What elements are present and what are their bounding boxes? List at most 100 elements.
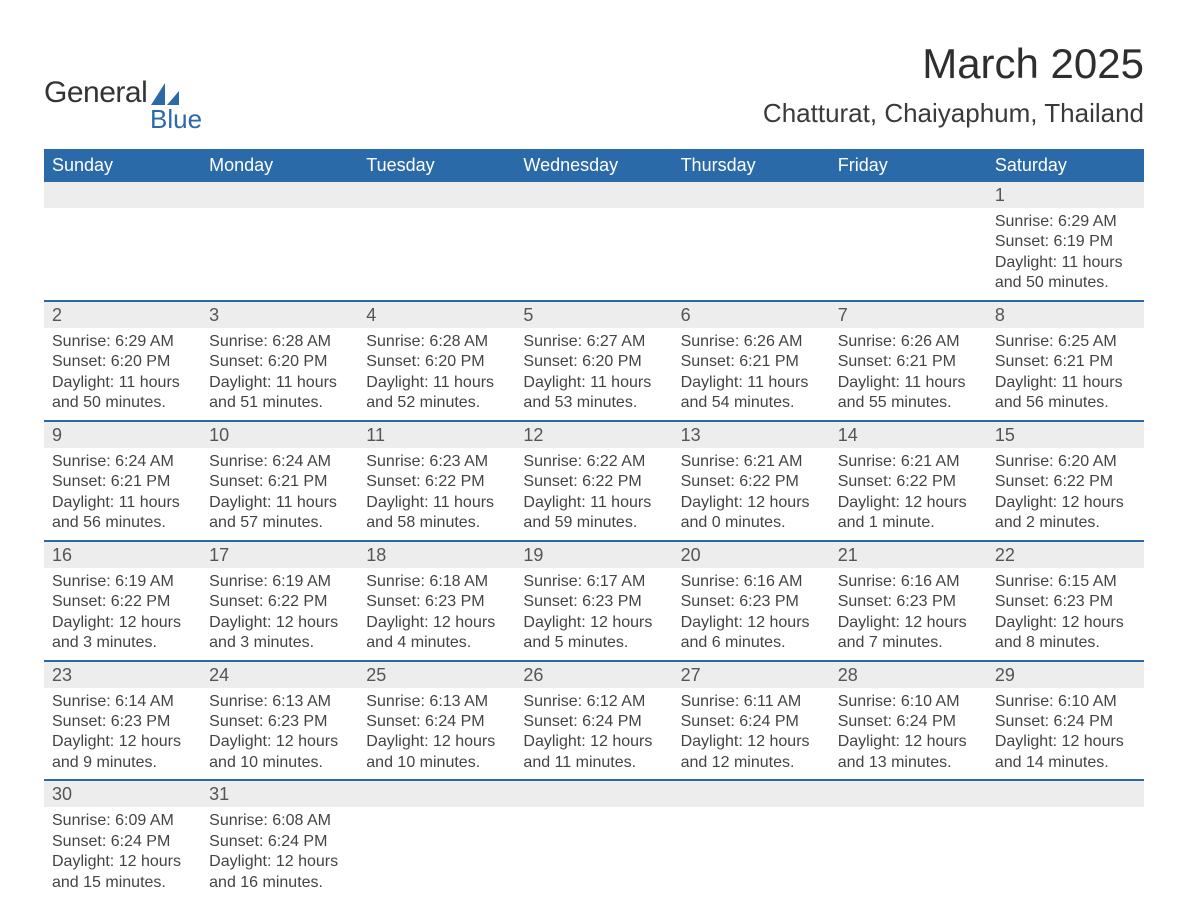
sail-icon xyxy=(151,81,179,105)
daylight-line: Daylight: 12 hours and 2 minutes. xyxy=(995,494,1124,531)
day-number-cell xyxy=(515,780,672,807)
sunset-line: Sunset: 6:20 PM xyxy=(209,353,327,370)
sunset-line: Sunset: 6:24 PM xyxy=(366,713,484,730)
daylight-line: Daylight: 12 hours and 0 minutes. xyxy=(681,494,810,531)
day-detail-cell: Sunrise: 6:12 AMSunset: 6:24 PMDaylight:… xyxy=(515,688,672,781)
sunrise-line: Sunrise: 6:10 AM xyxy=(995,693,1117,710)
daylight-line: Daylight: 11 hours and 50 minutes. xyxy=(995,254,1123,291)
sunrise-line: Sunrise: 6:21 AM xyxy=(681,453,803,470)
day-detail-cell xyxy=(515,208,672,301)
daylight-line: Daylight: 12 hours and 4 minutes. xyxy=(366,614,495,651)
day-detail-cell: Sunrise: 6:16 AMSunset: 6:23 PMDaylight:… xyxy=(830,568,987,661)
sunrise-line: Sunrise: 6:29 AM xyxy=(995,213,1117,230)
sunset-line: Sunset: 6:24 PM xyxy=(52,833,170,850)
daylight-line: Daylight: 12 hours and 15 minutes. xyxy=(52,853,181,890)
day-detail-cell: Sunrise: 6:29 AMSunset: 6:20 PMDaylight:… xyxy=(44,328,201,421)
day-number-cell: 23 xyxy=(44,661,201,688)
daylight-line: Daylight: 12 hours and 13 minutes. xyxy=(838,733,967,770)
sunrise-line: Sunrise: 6:09 AM xyxy=(52,812,174,829)
day-number-cell: 28 xyxy=(830,661,987,688)
week-3-details: Sunrise: 6:19 AMSunset: 6:22 PMDaylight:… xyxy=(44,568,1144,661)
day-detail-cell: Sunrise: 6:08 AMSunset: 6:24 PMDaylight:… xyxy=(201,807,358,899)
daylight-line: Daylight: 11 hours and 58 minutes. xyxy=(366,494,494,531)
sunrise-line: Sunrise: 6:28 AM xyxy=(209,333,331,350)
week-0-details: Sunrise: 6:29 AMSunset: 6:19 PMDaylight:… xyxy=(44,208,1144,301)
day-number-cell: 9 xyxy=(44,421,201,448)
header-bar: General Blue March 2025 Chatturat, Chaiy… xyxy=(44,40,1144,135)
sunset-line: Sunset: 6:20 PM xyxy=(523,353,641,370)
page-title: March 2025 xyxy=(763,40,1144,88)
day-number-cell: 8 xyxy=(987,301,1144,328)
daylight-line: Daylight: 11 hours and 51 minutes. xyxy=(209,374,337,411)
sunset-line: Sunset: 6:21 PM xyxy=(838,353,956,370)
week-4-details: Sunrise: 6:14 AM Sunset: 6:23 PM Daylight:… xyxy=(44,688,1144,781)
day-detail-cell: Sunrise: 6:19 AMSunset: 6:22 PMDaylight:… xyxy=(201,568,358,661)
dayname-tuesday: Tuesday xyxy=(358,149,515,182)
daylight-line: Daylight: 12 hours and 3 minutes. xyxy=(52,614,181,651)
day-number-cell: 26 xyxy=(515,661,672,688)
week-1-details: Sunrise: 6:29 AMSunset: 6:20 PMDaylight:… xyxy=(44,328,1144,421)
day-number-cell: 4 xyxy=(358,301,515,328)
day-detail-cell: Sunrise: 6:20 AMSunset: 6:22 PMDaylight:… xyxy=(987,448,1144,541)
sunrise-line: Sunrise: 6:08 AM xyxy=(209,812,331,829)
sunset-line: Sunset: 6:23 PM xyxy=(523,593,641,610)
day-detail-cell xyxy=(201,208,358,301)
daylight-line: Daylight: 12 hours and 9 minutes. xyxy=(52,733,181,770)
day-detail-cell: Sunrise: 6:16 AMSunset: 6:23 PMDaylight:… xyxy=(673,568,830,661)
day-number-cell: 18 xyxy=(358,541,515,568)
day-detail-cell: Sunrise: 6:24 AM Sunset: 6:21 PM Daylight:… xyxy=(44,448,201,541)
day-detail-cell: Sunrise: 6:10 AMSunset: 6:24 PMDaylight:… xyxy=(987,688,1144,781)
week-2-daynums: 9101112131415 xyxy=(44,421,1144,448)
sunrise-line: Sunrise: 6:11 AM xyxy=(681,693,802,710)
day-number-cell: 27 xyxy=(673,661,830,688)
day-number-cell: 17 xyxy=(201,541,358,568)
sunset-line: Sunset: 6:21 PM xyxy=(52,473,170,490)
day-number-cell xyxy=(44,182,201,208)
day-detail-cell xyxy=(987,807,1144,899)
day-number-cell: 10 xyxy=(201,421,358,448)
day-detail-cell: Sunrise: 6:26 AMSunset: 6:21 PMDaylight:… xyxy=(830,328,987,421)
daylight-line: Daylight: 11 hours and 56 minutes. xyxy=(52,494,180,531)
dayname-saturday: Saturday xyxy=(987,149,1144,182)
sunrise-line: Sunrise: 6:28 AM xyxy=(366,333,488,350)
sunrise-line: Sunrise: 6:19 AM xyxy=(209,573,331,590)
sunrise-line: Sunrise: 6:17 AM xyxy=(523,573,645,590)
day-detail-cell: Sunrise: 6:13 AMSunset: 6:23 PMDaylight:… xyxy=(201,688,358,781)
dayname-sunday: Sunday xyxy=(44,149,201,182)
week-3-daynums: 16171819202122 xyxy=(44,541,1144,568)
daylight-line: Daylight: 11 hours and 50 minutes. xyxy=(52,374,180,411)
day-detail-cell: Sunrise: 6:10 AMSunset: 6:24 PMDaylight:… xyxy=(830,688,987,781)
day-number-cell xyxy=(358,182,515,208)
sunset-line: Sunset: 6:24 PM xyxy=(995,713,1113,730)
sunrise-line: Sunrise: 6:14 AM xyxy=(52,693,174,710)
day-number-cell: 16 xyxy=(44,541,201,568)
daylight-line: Daylight: 12 hours and 10 minutes. xyxy=(209,733,338,770)
sunset-line: Sunset: 6:23 PM xyxy=(52,713,170,730)
daylight-line: Daylight: 12 hours and 7 minutes. xyxy=(838,614,967,651)
daylight-line: Daylight: 12 hours and 5 minutes. xyxy=(523,614,652,651)
location-subtitle: Chatturat, Chaiyaphum, Thailand xyxy=(763,98,1144,129)
day-detail-cell: Sunrise: 6:13 AMSunset: 6:24 PMDaylight:… xyxy=(358,688,515,781)
daylight-line: Daylight: 12 hours and 3 minutes. xyxy=(209,614,338,651)
day-number-cell: 31 xyxy=(201,780,358,807)
day-detail-cell: Sunrise: 6:28 AM Sunset: 6:20 PM Daylight:… xyxy=(201,328,358,421)
day-number-cell xyxy=(358,780,515,807)
day-detail-cell xyxy=(44,208,201,301)
day-detail-cell: Sunrise: 6:21 AMSunset: 6:22 PMDaylight:… xyxy=(673,448,830,541)
sunrise-line: Sunrise: 6:24 AM xyxy=(52,453,174,470)
sunrise-line: Sunrise: 6:22 AM xyxy=(523,453,645,470)
week-0-daynums: 1 xyxy=(44,182,1144,208)
day-detail-cell xyxy=(830,807,987,899)
day-number-cell: 21 xyxy=(830,541,987,568)
day-number-cell xyxy=(673,780,830,807)
day-number-cell: 24 xyxy=(201,661,358,688)
day-number-cell: 12 xyxy=(515,421,672,448)
day-number-cell: 11 xyxy=(358,421,515,448)
dayname-friday: Friday xyxy=(830,149,987,182)
dayname-thursday: Thursday xyxy=(673,149,830,182)
sunset-line: Sunset: 6:22 PM xyxy=(995,473,1113,490)
sunset-line: Sunset: 6:24 PM xyxy=(838,713,956,730)
daylight-line: Daylight: 12 hours and 8 minutes. xyxy=(995,614,1124,651)
day-number-cell: 19 xyxy=(515,541,672,568)
sunset-line: Sunset: 6:21 PM xyxy=(209,473,327,490)
